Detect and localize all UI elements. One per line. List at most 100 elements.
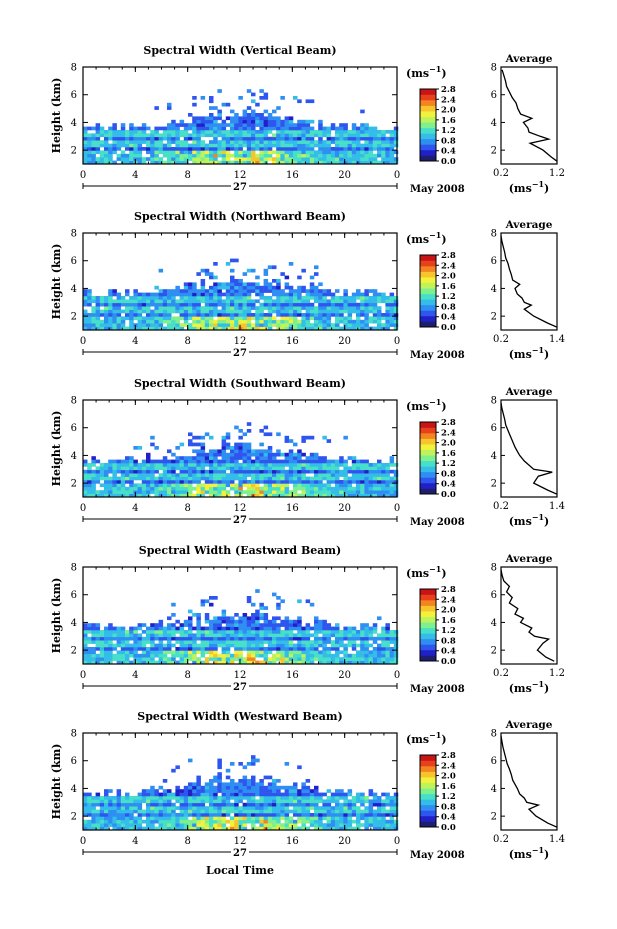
x-tick-label: 12	[234, 670, 247, 681]
panel-title: Spectral Width (Southward Beam)	[134, 377, 346, 390]
average-x-tick-label: 1.4	[549, 834, 565, 845]
average-title: Average	[505, 719, 553, 731]
panel-3: Spectral Width (Eastward Beam)0 4 8 12 16 20 0…	[50, 544, 565, 695]
y-axis-label: Height (km)	[50, 78, 63, 154]
colorbar-swatch	[420, 804, 436, 811]
colorbar-swatch	[420, 605, 436, 612]
average-y-tick-label: 8	[491, 396, 497, 407]
colorbar-tick-label: 0.0	[441, 657, 456, 667]
average-y-tick-label: 2	[491, 312, 497, 323]
average-frame	[500, 399, 558, 498]
average-title: Average	[505, 219, 553, 231]
colorbar-unit-close: )	[441, 567, 446, 580]
colorbar-unit: (ms−1)	[406, 64, 447, 80]
y-tick-label: 8	[71, 563, 77, 574]
colorbar-swatch	[420, 149, 436, 156]
average-unit-exp: −1	[532, 512, 544, 522]
x-tick-label: 16	[286, 670, 299, 681]
colorbar-swatch	[420, 277, 436, 283]
colorbar-tick-label: 2.8	[441, 85, 456, 95]
y-tick-label: 2	[71, 312, 77, 323]
average-unit-close: )	[544, 515, 549, 528]
day-label: 27	[233, 515, 247, 526]
colorbar-tick-label: 2.4	[441, 428, 456, 438]
average-x-tick-label: 1.2	[549, 168, 565, 179]
day-label: 27	[233, 682, 247, 693]
colorbar-unit-exp: −1	[429, 730, 441, 740]
average-unit-close: )	[544, 348, 549, 361]
colorbar-tick-label: 1.2	[441, 459, 456, 469]
y-tick-label: 8	[71, 229, 77, 240]
colorbar-swatch	[420, 155, 436, 162]
average-y-tick-label: 2	[491, 646, 497, 657]
colorbar-swatch	[420, 616, 436, 623]
colorbar-swatch	[420, 589, 436, 595]
colorbar-unit-base: (ms	[406, 400, 429, 413]
average-y-tick-label: 2	[491, 479, 497, 490]
colorbar-swatch	[420, 315, 436, 322]
x-tick-label: 4	[132, 170, 138, 181]
average-x-tick-label: 0.2	[493, 668, 509, 679]
day-label-bg	[231, 681, 249, 691]
colorbar-frame	[419, 754, 437, 828]
colorbar-tick-label: 2.0	[441, 106, 456, 116]
colorbar-tick-label: 0.8	[441, 302, 456, 312]
y-tick-label: 2	[71, 812, 77, 823]
colorbar-tick-label: 2.0	[441, 606, 456, 616]
x-tick-label: 0	[394, 670, 400, 681]
colorbar-swatch	[420, 633, 436, 640]
colorbar-unit: (ms−1)	[406, 564, 447, 580]
x-tick-label: 20	[338, 503, 351, 514]
colorbar-unit: (ms−1)	[406, 730, 447, 746]
day-label-bg	[231, 514, 249, 524]
average-x-tick-label: 1.2	[549, 668, 565, 679]
colorbar-tick-label: 0.0	[441, 490, 456, 500]
y-tick-label: 8	[71, 729, 77, 740]
average-x-tick-label: 0.2	[493, 834, 509, 845]
x-tick-label: 12	[234, 170, 247, 181]
colorbar-swatch	[420, 138, 436, 145]
y-axis-label: Height (km)	[50, 578, 63, 654]
average-y-tick-label: 2	[491, 146, 497, 157]
y-tick-label: 4	[71, 284, 77, 295]
average-x-tick-label: 0.2	[493, 168, 509, 179]
colorbar-tick-label: 0.4	[441, 147, 456, 157]
colorbar-swatch	[420, 266, 436, 272]
colorbar-swatch	[420, 288, 436, 295]
colorbar-unit-close: )	[441, 400, 446, 413]
colorbar-tick-label: 0.8	[441, 636, 456, 646]
average-profile-line	[500, 735, 558, 828]
colorbar-swatch	[420, 600, 436, 606]
heatmap-cells	[83, 89, 399, 165]
y-axis-label: Height (km)	[50, 411, 63, 487]
average-y-tick-label: 4	[491, 784, 497, 795]
colorbar-frame	[419, 88, 437, 162]
x-tick-label: 16	[286, 503, 299, 514]
colorbar-swatch	[420, 94, 436, 101]
average-profile-line	[500, 402, 558, 495]
x-tick-label: 8	[184, 503, 190, 514]
colorbar-swatch	[420, 455, 436, 462]
x-tick-label: 4	[132, 503, 138, 514]
colorbar-unit-close: )	[441, 233, 446, 246]
average-y-tick-label: 6	[491, 423, 497, 434]
colorbar-swatch	[420, 622, 436, 629]
colorbar-frame	[419, 421, 437, 495]
y-tick-label: 4	[71, 784, 77, 795]
date-label: May 2008	[410, 850, 465, 861]
date-label: May 2008	[410, 184, 465, 195]
day-label-bg	[231, 181, 249, 191]
colorbar-swatch	[420, 293, 436, 300]
y-axis-label: Height (km)	[50, 744, 63, 820]
day-label: 27	[233, 348, 247, 359]
average-y-tick-label: 2	[491, 812, 497, 823]
average-unit: (ms−1)	[509, 845, 550, 861]
colorbar-tick-label: 1.2	[441, 792, 456, 802]
colorbar-swatch	[420, 782, 436, 789]
y-tick-label: 6	[71, 256, 77, 267]
colorbar-unit-exp: −1	[429, 230, 441, 240]
colorbar-swatch	[420, 144, 436, 151]
average-frame	[500, 566, 558, 665]
x-tick-label: 4	[132, 670, 138, 681]
